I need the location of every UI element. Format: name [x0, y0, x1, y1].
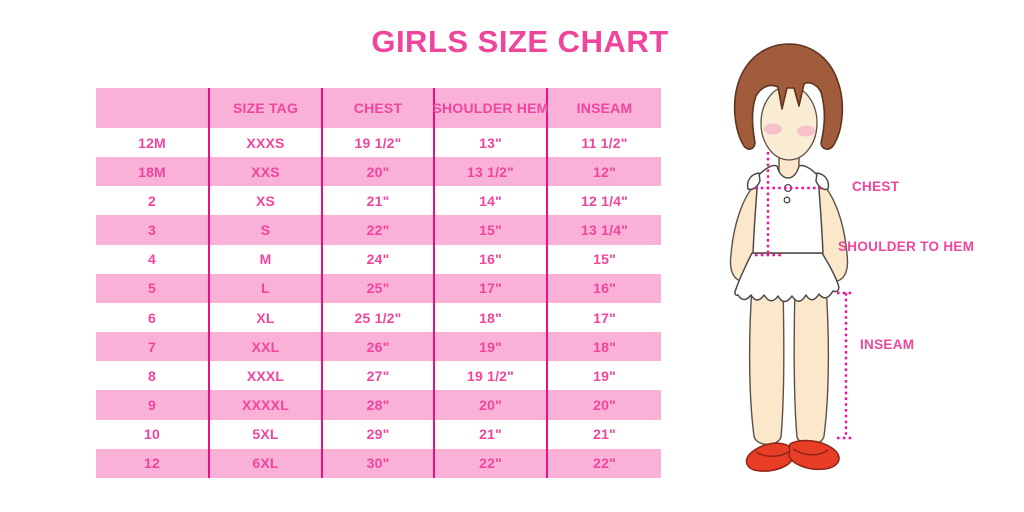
girl-top	[752, 164, 824, 254]
size-tag-cell: XXXXL	[210, 390, 323, 420]
shoulder-hem-cell: 21"	[435, 419, 548, 449]
size-tag-cell: 5XL	[210, 419, 323, 449]
girl-hair	[733, 43, 844, 150]
shoulder-hem-cell: 13"	[435, 128, 548, 158]
girl-left-blush	[764, 123, 782, 135]
inseam-cell: 19"	[593, 367, 616, 384]
inseam-cell: 20"	[593, 396, 616, 413]
header-cell-size-tag: SIZE TAG	[210, 88, 323, 128]
header-cell-shoulder-hem: SHOULDER HEM	[433, 88, 548, 128]
inseam-label: INSEAM	[860, 337, 915, 352]
chest-cell: 26"	[323, 332, 435, 362]
girl-left-shoe-strap	[755, 450, 791, 458]
size-tag-cell: S	[210, 215, 323, 245]
table-row: 4 M 24" 16" 15"	[96, 244, 661, 274]
table-row: 10 5XL 29" 21" 21"	[96, 419, 661, 449]
size-cell: 12M	[96, 128, 210, 158]
page-title: GIRLS SIZE CHART	[371, 24, 669, 59]
table-row: 3 S 22" 15" 13 1/4"	[96, 215, 661, 245]
chest-cell: 22"	[323, 215, 435, 245]
size-cell: 9	[96, 390, 210, 420]
size-cell: 4	[96, 244, 210, 274]
table-row: 12 6XL 30" 22" 22"	[96, 448, 661, 478]
table-row: 2 XS 21" 14" 12 1/4"	[96, 186, 661, 216]
size-cell: 5	[96, 273, 210, 303]
girl-left-shoe	[745, 442, 794, 472]
shoulder-hem-cell: 15"	[435, 215, 548, 245]
chest-cell: 20"	[323, 157, 435, 187]
shoulder-hem-cell: 17"	[435, 273, 548, 303]
size-tag-cell: L	[210, 273, 323, 303]
inseam-cell: 18"	[593, 338, 616, 355]
size-tag-cell: 6XL	[210, 448, 323, 478]
table-row: 7 XXL 26" 19" 18"	[96, 332, 661, 362]
chest-cell: 19 1/2"	[323, 128, 435, 158]
shoulder-hem-cell: 19"	[435, 332, 548, 362]
girl-skirt	[734, 252, 840, 303]
shoulder-hem-cell: 13 1/2"	[435, 157, 548, 187]
chest-label: CHEST	[852, 179, 900, 194]
inseam-cell: 11 1/2"	[581, 134, 628, 151]
chest-cell: 25 1/2"	[323, 302, 435, 333]
table-header-row: SIZE TAG CHEST SHOULDER HEM INSEAM	[96, 88, 661, 128]
inseam-cell: 12 1/4"	[581, 192, 628, 209]
inseam-cell: 22"	[593, 455, 616, 472]
size-tag-cell: XL	[210, 302, 323, 333]
table-row: 6 XL 25 1/2" 18" 17"	[96, 302, 661, 333]
shoulder-hem-cell: 22"	[435, 448, 548, 478]
size-tag-cell: XXXL	[210, 361, 323, 391]
girl-right-leg	[793, 285, 830, 446]
inseam-cell: 21"	[593, 426, 616, 443]
inseam-cell: 15"	[593, 251, 616, 268]
size-cell: 3	[96, 215, 210, 245]
girl-right-blush	[797, 125, 815, 137]
table-row: 8 XXXL 27" 19 1/2" 19"	[96, 361, 661, 391]
shoulder-hem-cell: 14"	[435, 186, 548, 216]
size-cell: 7	[96, 332, 210, 362]
size-tag-cell: XXXS	[210, 128, 323, 158]
table-row: 9 XXXXL 28" 20" 20"	[96, 390, 661, 420]
size-tag-cell: XS	[210, 186, 323, 216]
header-cell-inseam: INSEAM	[576, 100, 633, 116]
girl-face	[760, 85, 818, 161]
chest-cell: 29"	[323, 419, 435, 449]
shoulder-hem-cell: 18"	[435, 302, 548, 333]
shoulder-hem-cell: 20"	[435, 390, 548, 420]
inseam-cell: 13 1/4"	[581, 222, 628, 239]
chest-cell: 30"	[323, 448, 435, 478]
inseam-cell: 12"	[593, 163, 616, 180]
table-row: 18M XXS 20" 13 1/2" 12"	[96, 157, 661, 187]
girl-illustration	[729, 43, 854, 472]
size-tag-cell: XXS	[210, 157, 323, 187]
inseam-cell: 17"	[593, 309, 616, 326]
header-cell-chest: CHEST	[323, 88, 435, 128]
size-tag-cell: XXL	[210, 332, 323, 362]
girl-top-button	[783, 196, 791, 204]
shoulder-hem-cell: 16"	[435, 244, 548, 274]
size-cell: 8	[96, 361, 210, 391]
chest-cell: 28"	[323, 390, 435, 420]
shoulder-hem-cell: 19 1/2"	[435, 361, 548, 391]
size-cell: 6	[96, 302, 210, 333]
chest-cell: 21"	[323, 186, 435, 216]
size-tag-cell: M	[210, 244, 323, 274]
girl-right-ruffle	[815, 172, 830, 191]
girl-left-ruffle	[746, 172, 761, 191]
table-row: 12M XXXS 19 1/2" 13" 11 1/2"	[96, 128, 661, 158]
size-table: SIZE TAG CHEST SHOULDER HEM INSEAM 12M X…	[96, 88, 661, 478]
girl-left-leg	[748, 285, 785, 446]
chest-cell: 24"	[323, 244, 435, 274]
size-cell: 10	[96, 419, 210, 449]
size-cell: 2	[96, 186, 210, 216]
size-cell: 12	[96, 448, 210, 478]
size-cell: 18M	[96, 157, 210, 187]
chest-cell: 25"	[323, 273, 435, 303]
table-row: 5 L 25" 17" 16"	[96, 273, 661, 303]
chest-cell: 27"	[323, 361, 435, 391]
shoulder-to-hem-label: SHOULDER TO HEM	[838, 239, 975, 254]
inseam-cell: 16"	[593, 280, 616, 297]
header-cell-size	[96, 88, 210, 128]
girl-right-shoe-strap	[792, 448, 829, 456]
